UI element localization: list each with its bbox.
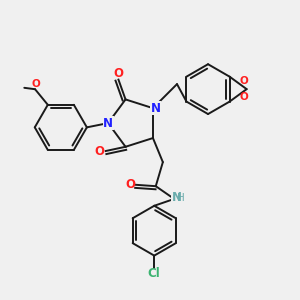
Text: O: O xyxy=(94,145,104,158)
Text: Cl: Cl xyxy=(148,267,161,280)
Text: O: O xyxy=(240,92,248,102)
Text: O: O xyxy=(31,79,40,89)
Text: H: H xyxy=(177,193,185,203)
Text: N: N xyxy=(103,117,113,130)
Text: N: N xyxy=(151,102,161,115)
Text: O: O xyxy=(113,67,124,80)
Text: O: O xyxy=(125,178,135,191)
Text: N: N xyxy=(171,191,182,204)
Text: O: O xyxy=(240,76,248,86)
